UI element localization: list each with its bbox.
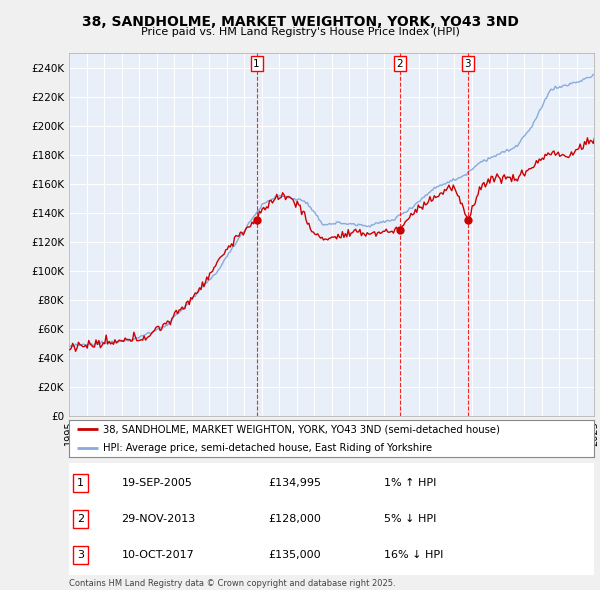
Text: 1% ↑ HPI: 1% ↑ HPI <box>384 478 436 489</box>
Text: HPI: Average price, semi-detached house, East Riding of Yorkshire: HPI: Average price, semi-detached house,… <box>103 443 432 453</box>
Text: 5% ↓ HPI: 5% ↓ HPI <box>384 514 436 524</box>
Text: Contains HM Land Registry data © Crown copyright and database right 2025.
This d: Contains HM Land Registry data © Crown c… <box>69 579 395 590</box>
Text: 2: 2 <box>77 514 84 524</box>
Text: 38, SANDHOLME, MARKET WEIGHTON, YORK, YO43 3ND: 38, SANDHOLME, MARKET WEIGHTON, YORK, YO… <box>82 15 518 29</box>
Text: 16% ↓ HPI: 16% ↓ HPI <box>384 550 443 560</box>
Text: £134,995: £134,995 <box>269 478 322 489</box>
Text: 1: 1 <box>77 478 84 489</box>
Text: 29-NOV-2013: 29-NOV-2013 <box>121 514 196 524</box>
Text: 19-SEP-2005: 19-SEP-2005 <box>121 478 193 489</box>
Text: £128,000: £128,000 <box>269 514 322 524</box>
Text: 3: 3 <box>77 550 84 560</box>
Text: Price paid vs. HM Land Registry's House Price Index (HPI): Price paid vs. HM Land Registry's House … <box>140 27 460 37</box>
Text: 2: 2 <box>397 58 403 68</box>
Text: 3: 3 <box>464 58 471 68</box>
Text: 10-OCT-2017: 10-OCT-2017 <box>121 550 194 560</box>
Text: 1: 1 <box>253 58 260 68</box>
Text: 38, SANDHOLME, MARKET WEIGHTON, YORK, YO43 3ND (semi-detached house): 38, SANDHOLME, MARKET WEIGHTON, YORK, YO… <box>103 424 500 434</box>
Text: £135,000: £135,000 <box>269 550 321 560</box>
